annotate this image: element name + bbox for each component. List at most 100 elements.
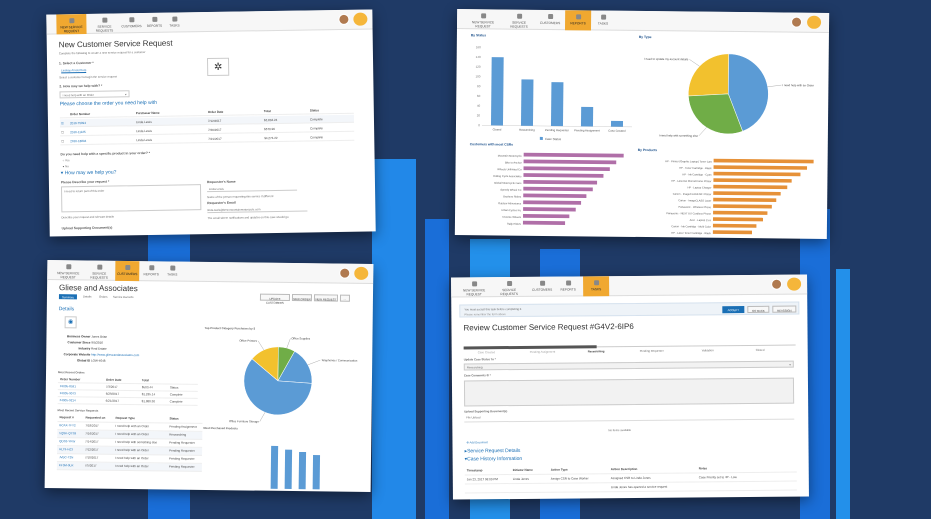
col-total[interactable]: Total	[141, 378, 149, 383]
app-logo	[807, 15, 822, 29]
nav-service-requests[interactable]: SERVICE REQUESTS	[85, 260, 113, 280]
requester-name-field[interactable]: Linda Lewis	[207, 185, 298, 193]
help-select[interactable]: I need help with an Order ▾	[59, 90, 130, 99]
bar-label: HP - LaserJet Monochrome Printer	[671, 179, 711, 183]
row-checkbox[interactable]: ☐	[61, 139, 65, 144]
customer-selected[interactable]: Lindsay Arnold Corp	[61, 67, 87, 74]
tab-details[interactable]: Details	[82, 294, 92, 299]
row-checkbox[interactable]: ☐	[61, 130, 64, 135]
radio-yes[interactable]: ○ Yes	[62, 158, 70, 163]
nav-service-requests[interactable]: SERVICE REQUESTS	[90, 13, 118, 33]
nav-reports[interactable]: REPORTS	[144, 13, 164, 33]
nav-label: SERVICE REQUESTS	[95, 24, 114, 33]
nav-tasks[interactable]: TASKS	[166, 12, 182, 32]
col-notes[interactable]: Notes	[698, 466, 708, 471]
avatar[interactable]	[339, 267, 351, 279]
nav-new-service-request[interactable]: NEW SERVICE REQUEST	[457, 277, 491, 297]
status: Pending Requester	[168, 456, 195, 461]
field-label: Corporate Website	[63, 352, 91, 357]
requester-email-field[interactable]: linda.lewis@best-mountainmotorcycle.com	[207, 206, 308, 214]
page-title: New Customer Service Request	[58, 38, 173, 50]
col-action-type[interactable]: Action Type	[550, 467, 568, 472]
nav-new-service-request[interactable]: NEW SERVICE REQUEST	[53, 260, 83, 280]
order-number[interactable]: 2010-18894	[70, 138, 87, 144]
nav-reports[interactable]: REPORTS	[141, 261, 161, 281]
col-order-date[interactable]: Order Date	[105, 377, 122, 382]
nav-reports[interactable]: REPORTS	[564, 10, 592, 31]
order-number[interactable]: #4005-9214	[59, 398, 76, 403]
table-row[interactable]: #4005-9214 6/21/2017 $1,880.30 Complete	[57, 397, 198, 406]
update-status-select[interactable]: Researching ▾	[463, 360, 794, 371]
go-back-button[interactable]: GO BACK	[747, 305, 770, 313]
nav-reports[interactable]: REPORTS	[557, 276, 579, 296]
tab-summary[interactable]: Summary	[58, 294, 77, 300]
total: $1,285.14	[141, 392, 156, 397]
nav-customers[interactable]: CUSTOMERS	[115, 260, 140, 282]
order-number[interactable]: 2010-11125	[70, 129, 86, 135]
update-customers-button[interactable]: UPDATE CUSTOMERS	[259, 293, 291, 305]
row-checkbox[interactable]: ☑	[60, 121, 64, 126]
nav-tasks[interactable]: TASKS	[163, 261, 181, 281]
slice-leader	[698, 127, 707, 136]
request-id[interactable]: BCAX-7FY2	[59, 423, 76, 428]
avatar[interactable]	[771, 278, 783, 290]
nav-customers[interactable]: CUSTOMERS	[120, 13, 142, 33]
col-order-date[interactable]: Order Date	[207, 109, 224, 115]
col-order-number[interactable]: Order Number	[59, 377, 81, 382]
avatar[interactable]	[791, 16, 803, 28]
col-status[interactable]: Status	[169, 416, 179, 421]
order-number[interactable]: #4005-8591	[59, 384, 76, 389]
upload-label: Upload Supporting Document(s)	[61, 225, 113, 231]
new-request-button[interactable]: NEW REQUEST	[313, 294, 339, 302]
new-order-button[interactable]: NEW ORDER	[291, 294, 313, 302]
field-value[interactable]: http://www.glieseandassociates.com	[91, 352, 140, 358]
radio-no[interactable]: ● No	[62, 164, 69, 169]
step: Pending Requester	[639, 348, 664, 353]
table-row[interactable]: Linda Jones has opened a service request	[464, 482, 797, 494]
add-document-link[interactable]: ⊕ Add Document	[466, 440, 488, 445]
request-id[interactable]: KF3M-9LR	[58, 463, 74, 468]
reassign-button[interactable]: REASSIGN	[772, 305, 797, 313]
request-id[interactable]: QDS3-YKW	[59, 439, 76, 444]
table-row[interactable]: KF3M-9LR 7/5/2017 I need help with an Orde…	[56, 462, 202, 472]
nav-label: NEW SERVICE REQUEST	[57, 271, 80, 280]
customers-bar-chart: Mountain Motorcycle Bike to Anchor Wheels …	[493, 152, 624, 226]
bar-label: Mountain Motorcycle	[498, 154, 523, 158]
order-number[interactable]: 2010-75094	[69, 120, 87, 126]
people-icon	[539, 280, 545, 286]
col-request-type[interactable]: Request Type	[115, 415, 135, 421]
nav-tasks[interactable]: TASKS	[583, 276, 610, 297]
col-initiator[interactable]: Initiator Name	[512, 467, 533, 473]
tab-orders[interactable]: Orders	[98, 294, 108, 299]
nav-label: REPORTS	[570, 21, 586, 26]
nav-new-service-request[interactable]: NEW SERVICE REQUEST	[56, 13, 87, 35]
nav-service-requests[interactable]: SERVICE REQUESTS	[493, 277, 525, 297]
nav-customers[interactable]: CUSTOMERS	[537, 10, 563, 30]
nav-customers[interactable]: CUSTOMERS	[529, 277, 555, 297]
col-requested-on[interactable]: Requested on	[85, 415, 106, 420]
tab-service-records[interactable]: Service Records	[112, 294, 134, 300]
avatar[interactable]	[338, 13, 350, 25]
bar	[550, 82, 564, 127]
col-status[interactable]: Status	[309, 108, 320, 113]
more-button[interactable]: ···	[339, 294, 351, 302]
request-id[interactable]: JVBC-T2N	[58, 455, 74, 460]
col-purchaser[interactable]: Purchaser Name	[135, 110, 160, 116]
accept-button[interactable]: ACCEPT	[722, 305, 745, 314]
comments-textarea[interactable]	[463, 377, 795, 407]
case-history-link[interactable]: ▾Case History Information	[464, 455, 523, 463]
describe-textarea[interactable]: I need to return part of this order	[60, 184, 202, 213]
service-request-details-link[interactable]: ▸Service Request Details	[464, 447, 521, 455]
col-action-description[interactable]: Action Description	[610, 466, 638, 472]
request-id[interactable]: HLT9-HZ3	[59, 447, 73, 452]
col-order-number[interactable]: Order Number	[69, 111, 91, 117]
col-total[interactable]: Total	[263, 109, 271, 114]
order-number[interactable]: #4005-9073	[59, 391, 76, 396]
nav-service-requests[interactable]: SERVICE REQUESTS	[503, 10, 535, 30]
nav-tasks[interactable]: TASKS	[593, 10, 613, 30]
col-request-id[interactable]: Request #	[59, 415, 74, 420]
plus-icon	[471, 281, 477, 287]
col-timestamp[interactable]: Timestamp	[466, 468, 483, 473]
nav-new-service-request[interactable]: NEW SERVICE REQUEST	[465, 9, 501, 29]
request-id[interactable]: 5QSK-QTS9	[59, 431, 77, 436]
